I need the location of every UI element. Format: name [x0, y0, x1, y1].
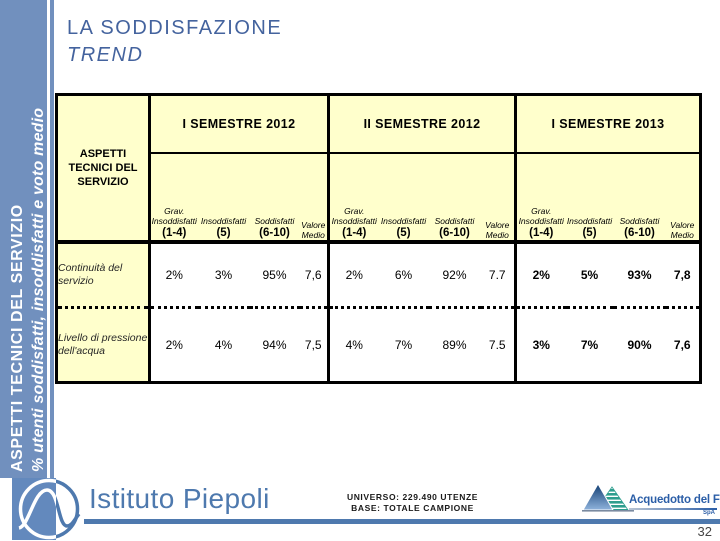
table-row: Livello di pressione dell'acqua 2% 4% 94… [56, 307, 701, 383]
sidebar-vertical-text: ASPETTI TECNICI DEL SERVIZIO % utenti so… [7, 0, 53, 478]
table-cell: 6% [378, 242, 429, 309]
column-header-range: (5) [216, 227, 231, 239]
sidebar-divider [47, 0, 50, 478]
table-cell: 7,6 [665, 307, 701, 383]
column-header-label: Grav. Insoddisfatti [518, 206, 564, 226]
column-header-range: (1-4) [162, 227, 187, 239]
satisfaction-trend-table: ASPETTI TECNICI DEL SERVIZIO I SEMESTRE … [55, 93, 702, 384]
column-header-range: (6-10) [624, 227, 655, 239]
column-header-range: (1-4) [342, 227, 367, 239]
table-cell: 90% [613, 307, 666, 383]
column-header: Soddisfatti (6-10) [428, 153, 481, 244]
row-label: Continuità del servizio [56, 242, 151, 309]
column-header: Valore Medio [299, 153, 329, 244]
column-header: Valore Medio [480, 153, 516, 244]
acquedotto-del-fiora-logo: Acquedotto del Fiora SpA [582, 479, 720, 519]
column-header: Soddisfatti (6-10) [249, 153, 300, 244]
column-header-label: Insoddisfatti [566, 216, 613, 226]
column-header-label: Grav. Insoddisfatti [151, 206, 197, 226]
group-header-sem1-2013: I SEMESTRE 2013 [514, 94, 701, 154]
column-header-label: Valore Medio [301, 220, 326, 240]
column-header: Grav. Insoddisfatti (1-4) [327, 153, 379, 244]
column-header: Insoddisfatti (5) [197, 153, 250, 244]
table-cell: 4% [197, 307, 250, 383]
base-line: BASE: TOTALE CAMPIONE [351, 503, 474, 513]
footer-rule [84, 519, 720, 524]
sidebar-band [0, 0, 54, 478]
column-header-range: (5) [582, 227, 597, 239]
table-cell: 2% [148, 307, 198, 383]
table-cell: 5% [565, 242, 614, 309]
sample-note: UNIVERSO: 229.490 UTENZE BASE: TOTALE CA… [330, 492, 495, 514]
column-header-label: Valore Medio [670, 220, 695, 240]
column-header-range: (5) [396, 227, 411, 239]
title-line1: LA SODDISFAZIONE [67, 17, 283, 39]
column-header-range: (6-10) [439, 227, 470, 239]
table-wrapper: ASPETTI TECNICI DEL SERVIZIO I SEMESTRE … [55, 93, 702, 384]
column-header-label: Soddisfatti [434, 216, 475, 226]
column-header: Soddisfatti (6-10) [613, 153, 666, 244]
column-header-label: Insoddisfatti [200, 216, 247, 226]
column-header-range: (6-10) [259, 227, 290, 239]
column-header-label: Valore Medio [485, 220, 510, 240]
group-header-row: ASPETTI TECNICI DEL SERVIZIO I SEMESTRE … [56, 94, 701, 244]
title-line2: TREND [67, 44, 144, 66]
table-cell: 7,6 [299, 242, 329, 309]
table-cell: 7,8 [665, 242, 701, 309]
table-cell: 7% [378, 307, 429, 383]
column-header-label: Insoddisfatti [380, 216, 427, 226]
table-cell: 3% [514, 307, 566, 383]
table-cell: 92% [428, 242, 481, 309]
group-header-sem1-2012: I SEMESTRE 2012 [148, 94, 329, 154]
table-cell: 7.7 [480, 242, 516, 309]
page-number: 32 [697, 524, 712, 539]
istituto-piepoli-wave-icon [18, 478, 81, 540]
table-cell: 2% [327, 242, 379, 309]
table-cell: 95% [249, 242, 300, 309]
row-label: Livello di pressione dell'acqua [56, 307, 151, 383]
client-suffix: SpA [703, 510, 715, 516]
group-header-sem2-2012: II SEMESTRE 2012 [327, 94, 516, 154]
column-header-row: Grav. Insoddisfatti (1-4) Insoddisfatti … [57, 153, 701, 244]
universe-line: UNIVERSO: 229.490 UTENZE [346, 492, 479, 502]
table-cell: 7.5 [480, 307, 516, 383]
column-header-label: Soddisfatti [254, 216, 295, 226]
table-cell: 93% [613, 242, 666, 309]
client-underline [629, 508, 717, 510]
table-cell: 4% [327, 307, 379, 383]
table-cell: 3% [197, 242, 250, 309]
sidebar-heading: ASPETTI TECNICI DEL SERVIZIO [9, 204, 26, 472]
mountains-icon [582, 482, 634, 512]
column-header-label: Soddisfatti [619, 216, 660, 226]
table-cell: 2% [514, 242, 566, 309]
table-cell: 89% [428, 307, 481, 383]
column-header-label: Grav. Insoddisfatti [331, 206, 377, 226]
page-title: LA SODDISFAZIONE TREND [67, 15, 282, 69]
corner-label: ASPETTI TECNICI DEL SERVIZIO [56, 94, 151, 244]
istituto-piepoli-wordmark: Istituto Piepoli [89, 483, 270, 514]
column-header: Insoddisfatti (5) [565, 153, 614, 244]
column-header: Insoddisfatti (5) [378, 153, 429, 244]
table-cell: 7,5 [299, 307, 329, 383]
column-header: Grav. Insoddisfatti (1-4) [148, 153, 198, 244]
sidebar-subheading: % utenti soddisfatti, insoddisfatti e vo… [30, 107, 47, 472]
table-cell: 7% [565, 307, 614, 383]
table-row: Continuità del servizio 2% 3% 95% 7,6 2%… [56, 242, 701, 309]
table-cell: 94% [249, 307, 300, 383]
column-header: Grav. Insoddisfatti (1-4) [514, 153, 566, 244]
column-header: Valore Medio [665, 153, 701, 244]
column-header-range: (1-4) [529, 227, 554, 239]
client-wordmark: Acquedotto del Fiora [629, 494, 720, 506]
table-cell: 2% [148, 242, 198, 309]
